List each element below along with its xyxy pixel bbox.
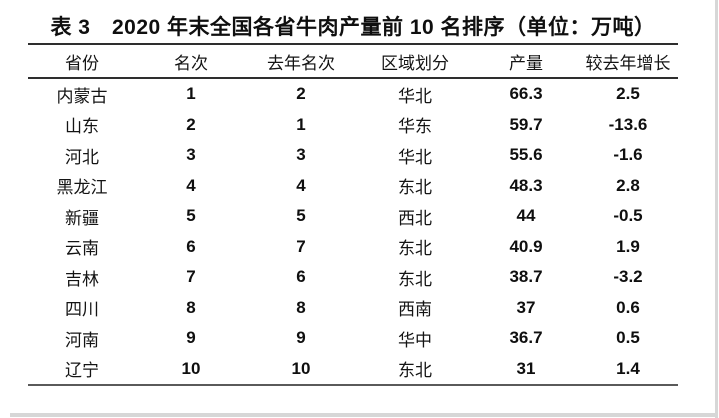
cell-province: 吉林 bbox=[65, 269, 99, 289]
table-row: 新疆 5 5 西北 44 -0.5 bbox=[28, 201, 678, 232]
cell-last-year-rank: 6 bbox=[296, 267, 306, 287]
cell-region: 东北 bbox=[398, 361, 432, 381]
cell-output: 38.7 bbox=[509, 267, 543, 287]
window-right-border bbox=[715, 0, 718, 418]
table-caption: 表 3 2020 年末全国各省牛肉产量前 10 名排序（单位：万吨） bbox=[50, 16, 656, 39]
table-row: 四川 8 8 西南 37 0.6 bbox=[28, 293, 678, 324]
cell-output: 40.9 bbox=[509, 236, 543, 256]
cell-rank: 2 bbox=[186, 114, 196, 134]
cell-region: 东北 bbox=[398, 269, 432, 289]
table-row: 云南 6 7 东北 40.9 1.9 bbox=[28, 232, 678, 263]
cell-output: 36.7 bbox=[509, 328, 543, 348]
table-row: 辽宁 10 10 东北 31 1.4 bbox=[28, 354, 678, 386]
cell-yoy-change: 2.5 bbox=[616, 84, 640, 104]
cell-rank: 10 bbox=[181, 358, 201, 378]
table-row: 河北 3 3 华北 55.6 -1.6 bbox=[28, 140, 678, 171]
table-row: 黑龙江 4 4 东北 48.3 2.8 bbox=[28, 171, 678, 202]
cell-rank: 9 bbox=[186, 328, 196, 348]
cell-rank: 7 bbox=[186, 267, 196, 287]
col-header-province: 省份 bbox=[28, 44, 136, 79]
cell-yoy-change: 0.6 bbox=[616, 297, 640, 317]
cell-last-year-rank: 5 bbox=[296, 206, 306, 226]
cell-last-year-rank: 7 bbox=[296, 236, 306, 256]
cell-last-year-rank: 10 bbox=[291, 358, 311, 378]
window-bottom-border bbox=[10, 413, 718, 417]
cell-rank: 1 bbox=[186, 84, 196, 104]
cell-last-year-rank: 2 bbox=[296, 84, 306, 104]
cell-region: 华东 bbox=[398, 117, 432, 137]
col-header-last-year-rank: 去年名次 bbox=[246, 44, 356, 79]
cell-yoy-change: 1.9 bbox=[616, 236, 640, 256]
cell-region: 华北 bbox=[398, 86, 432, 106]
cell-rank: 3 bbox=[186, 145, 196, 165]
cell-province: 辽宁 bbox=[65, 361, 99, 381]
cell-yoy-change: -0.5 bbox=[613, 206, 643, 226]
cell-yoy-change: -1.6 bbox=[613, 145, 643, 165]
cell-province: 黑龙江 bbox=[56, 178, 108, 198]
cell-rank: 5 bbox=[186, 206, 196, 226]
cell-region: 西南 bbox=[398, 300, 432, 320]
cell-last-year-rank: 9 bbox=[296, 328, 306, 348]
cell-output: 66.3 bbox=[509, 84, 543, 104]
table-row: 山东 2 1 华东 59.7 -13.6 bbox=[28, 110, 678, 141]
table-row: 吉林 7 6 东北 38.7 -3.2 bbox=[28, 262, 678, 293]
cell-yoy-change: -13.6 bbox=[608, 114, 648, 134]
cell-region: 东北 bbox=[398, 239, 432, 259]
cell-rank: 4 bbox=[186, 175, 196, 195]
cell-last-year-rank: 3 bbox=[296, 145, 306, 165]
cell-province: 云南 bbox=[65, 239, 99, 259]
cell-rank: 8 bbox=[186, 297, 196, 317]
col-header-rank: 名次 bbox=[136, 44, 246, 79]
cell-province: 新疆 bbox=[65, 208, 99, 228]
col-header-yoy-change: 较去年增长 bbox=[578, 44, 678, 79]
cell-region: 西北 bbox=[398, 208, 432, 228]
cell-output: 37 bbox=[516, 297, 536, 317]
cell-output: 48.3 bbox=[509, 175, 543, 195]
cell-region: 东北 bbox=[398, 178, 432, 198]
cell-last-year-rank: 4 bbox=[296, 175, 306, 195]
table-row: 内蒙古 1 2 华北 66.3 2.5 bbox=[28, 78, 678, 110]
cell-last-year-rank: 8 bbox=[296, 297, 306, 317]
col-header-region: 区域划分 bbox=[356, 44, 474, 79]
cell-region: 华中 bbox=[398, 330, 432, 350]
table-row: 河南 9 9 华中 36.7 0.5 bbox=[28, 323, 678, 354]
cell-yoy-change: 1.4 bbox=[616, 358, 640, 378]
cell-output: 55.6 bbox=[509, 145, 543, 165]
header-row: 省份 名次 去年名次 区域划分 产量 较去年增长 bbox=[28, 44, 678, 79]
cell-yoy-change: -3.2 bbox=[613, 267, 643, 287]
cell-rank: 6 bbox=[186, 236, 196, 256]
cell-province: 河南 bbox=[65, 330, 99, 350]
cell-last-year-rank: 1 bbox=[296, 114, 306, 134]
cell-output: 59.7 bbox=[509, 114, 543, 134]
cell-province: 四川 bbox=[65, 300, 99, 320]
cell-province: 山东 bbox=[65, 117, 99, 137]
cell-output: 31 bbox=[516, 358, 536, 378]
cell-output: 44 bbox=[516, 206, 536, 226]
cell-province: 内蒙古 bbox=[56, 86, 108, 106]
cell-yoy-change: 2.8 bbox=[616, 175, 640, 195]
beef-production-table: 省份 名次 去年名次 区域划分 产量 较去年增长 内蒙古 1 2 华北 66.3 2.5 山… bbox=[28, 43, 678, 386]
cell-region: 华北 bbox=[398, 147, 432, 167]
col-header-output: 产量 bbox=[474, 44, 578, 79]
cell-yoy-change: 0.5 bbox=[616, 328, 640, 348]
cell-province: 河北 bbox=[65, 147, 99, 167]
